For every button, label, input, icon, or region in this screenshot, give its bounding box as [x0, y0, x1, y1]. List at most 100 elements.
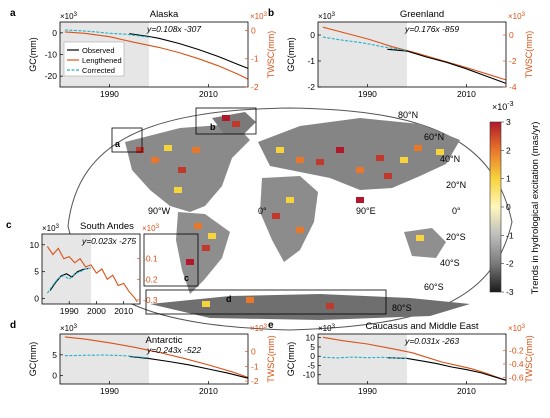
y2-axis-label: TWSC(mm)	[524, 335, 534, 382]
lat-label: 40°S	[440, 258, 460, 268]
y-axis-label: GC(mm)	[286, 37, 296, 72]
x-tick-label: 2010	[199, 386, 218, 396]
trend-hotspot	[376, 155, 384, 161]
trend-hotspot	[276, 147, 284, 153]
trend-hotspot	[286, 197, 294, 203]
y-exponent: ×103	[318, 12, 336, 21]
y-tick-label: 0	[34, 294, 39, 304]
y-tick-label: 5	[310, 342, 315, 352]
trend-hotspot	[202, 245, 210, 251]
y-exponent: ×103	[318, 324, 336, 333]
colorbar-tick-label: -1	[506, 230, 514, 240]
trend-hotspot	[296, 227, 304, 233]
y-tick-label: -2	[307, 82, 315, 92]
panel-letter: b	[268, 8, 274, 19]
panel-letter: a	[10, 8, 16, 19]
colorbar-tick-label: -3	[506, 287, 514, 297]
y2-tick-label: -4	[509, 82, 517, 92]
corrected-series	[64, 354, 150, 359]
x-tick-label: 2000	[87, 306, 106, 316]
observed-series	[49, 267, 89, 291]
y2-tick-label: -0.2	[143, 274, 158, 284]
regression-equation: y=0.176x -859	[404, 24, 459, 34]
lengthened-series	[64, 336, 249, 378]
lat-label: 80°S	[392, 303, 412, 313]
y2-tick-label: -0.2	[509, 346, 524, 356]
y2-tick-label: -1	[251, 361, 259, 371]
y-tick-label: -1	[307, 56, 315, 66]
land-masses	[125, 112, 470, 320]
trend-hotspot	[208, 233, 216, 239]
panel-a: 0 -10 -20 0 -1 -2 1990 2010 ×103 ×103 GC(mm) TWSC(m…	[10, 8, 276, 99]
trend-hotspot	[296, 157, 304, 163]
x-tick-label: 2010	[114, 306, 133, 316]
legend-label: Observed	[82, 46, 115, 55]
y2-tick-label: -2	[509, 56, 517, 66]
y2-tick-label: 0	[509, 30, 514, 40]
regression-equation: y=0.031x -263	[404, 336, 459, 346]
panel-title: Greenland	[400, 9, 444, 20]
y2-tick-label: -0.6	[509, 372, 524, 382]
panel-title: South Andes	[80, 221, 134, 232]
region-box-label-b: b	[210, 122, 216, 132]
trend-hotspot	[436, 149, 444, 155]
panel-title: Alaska	[150, 9, 179, 20]
trend-hotspot	[174, 187, 182, 193]
legend-label: Corrected	[82, 66, 115, 75]
y-tick-label: -10	[45, 50, 58, 60]
colorbar: 3 2 1 0 -1 -2 -3 ×10-3 Trends in hydrological …	[489, 101, 541, 297]
corrected-series	[64, 29, 150, 38]
antarctica-landmass	[150, 294, 470, 320]
trend-hotspot	[164, 145, 172, 151]
colorbar-tick-label: 1	[506, 174, 511, 184]
y-tick-label: -20	[45, 71, 58, 81]
trend-hotspot	[336, 147, 344, 153]
regression-equation: y=0.023x -275	[81, 236, 136, 246]
plot-frame	[317, 333, 507, 385]
africa-landmass	[260, 176, 318, 262]
trend-hotspot	[192, 147, 200, 153]
lengthened-series	[64, 31, 249, 80]
trend-hotspot	[356, 197, 364, 203]
panel-letter: e	[268, 320, 274, 331]
trend-hotspot	[178, 167, 186, 173]
trend-hotspot	[202, 301, 210, 307]
x-tick-label: 2010	[457, 386, 476, 396]
y-tick-label: 0	[310, 30, 315, 40]
y2-exponent: ×103	[250, 12, 268, 21]
trend-hotspot	[232, 121, 240, 127]
lat-label: 0°	[452, 206, 461, 216]
trend-hotspot	[222, 115, 230, 121]
region-box-label-d: d	[226, 294, 232, 304]
y-axis-label: GC(mm)	[286, 342, 296, 377]
lon-label: 90°W	[148, 206, 171, 216]
panel-letter: d	[10, 320, 16, 331]
y2-axis-label: TWSC(mm)	[266, 335, 276, 382]
lat-label: 20°S	[446, 232, 466, 242]
y2-axis-label: TWSC(mm)	[266, 31, 276, 78]
y2-axis-label: TWSC(mm)	[524, 31, 534, 78]
eurasia-landmass	[258, 118, 460, 190]
region-box-a	[111, 127, 143, 153]
x-tick-label: 1990	[100, 89, 119, 99]
colorbar-ticks: 3 2 1 0 -1 -2 -3	[501, 117, 514, 297]
trend-hotspot	[246, 297, 254, 303]
y-tick-label: -10	[303, 370, 316, 380]
lengthened-series	[46, 246, 138, 303]
trend-hotspot	[151, 157, 159, 163]
observed-series	[387, 357, 507, 381]
x-tick-label: 1990	[358, 89, 377, 99]
colorbar-tick-label: 3	[506, 117, 511, 127]
trend-hotspot	[136, 147, 144, 153]
y-tick-label: 0	[52, 371, 57, 381]
pre-grace-shade	[318, 22, 408, 87]
y2-tick-label: 0	[251, 347, 256, 357]
plot-frame	[317, 21, 507, 88]
regression-equation: y=0.108x -307	[146, 24, 201, 34]
y-axis-label: GC(mm)	[28, 37, 38, 72]
colorbar-gradient	[489, 121, 502, 293]
